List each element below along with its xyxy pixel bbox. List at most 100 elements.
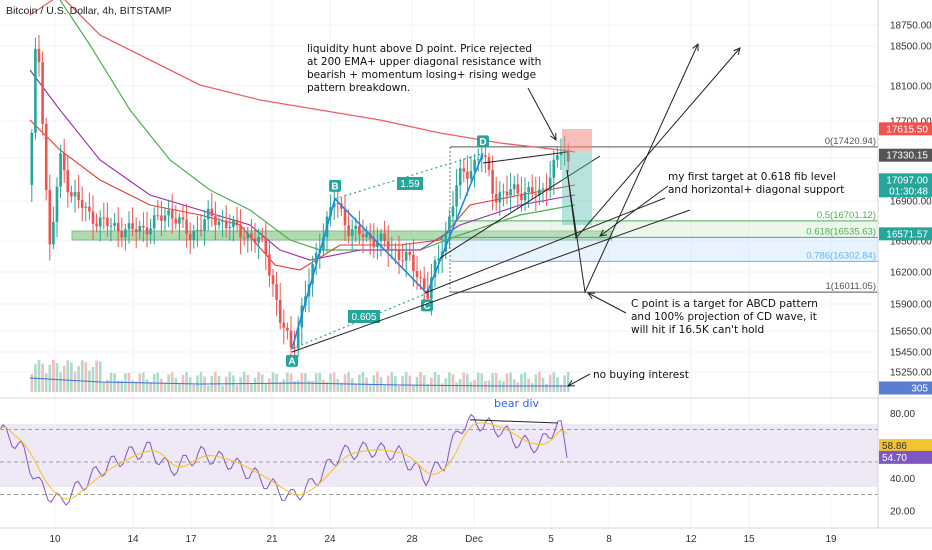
candle-body [102,217,106,219]
price-axis[interactable]: 18750.0018500.0018100.0017700.0017300.00… [879,21,932,395]
volume-bar [160,378,163,392]
volume-bar [462,372,466,392]
volume-bar [494,372,498,392]
annotations: liquidity hunt above D point. Price reje… [307,43,844,381]
candle-body [491,169,494,194]
candle-body [390,248,394,251]
volume-ma-line [29,377,570,387]
candle-body [296,327,300,349]
ema-red-line [29,119,576,271]
candle-body [379,233,383,241]
volume-bar [145,379,149,392]
volume-bar [77,366,80,392]
candle-body [91,211,95,224]
ratio-label: 0.605 [351,312,376,323]
candle-body [145,227,149,235]
candle-body [260,237,264,239]
time-tick-label: 5 [548,534,554,545]
volume-bar [394,376,397,392]
volume-bar [469,381,473,392]
candle-body [523,191,527,201]
price-tick-label: 18500.00 [890,42,932,53]
volume-bar [106,379,109,392]
candle-body [253,238,257,243]
volume-bar [282,379,286,392]
time-tick-label: Dec [465,534,483,545]
volume-bar [134,381,138,392]
ema-purple-line [29,69,576,261]
bear-div-note: bear div [494,397,540,410]
volume-bar [552,372,556,392]
chart-title: Bitcoin / U.S. Dollar, 4h, BITSTAMP [6,5,172,17]
candle-body [149,228,152,235]
candle-body [289,330,293,348]
candle-body [224,220,228,228]
liquidity-note: liquidity hunt above D point. Price reje… [307,43,532,55]
candle-body [505,191,509,196]
price-tick-label: 15900.00 [890,300,932,311]
candle-body [332,203,336,208]
volume-bar [264,383,268,392]
volume-bar [66,360,70,392]
candle-body [426,289,430,299]
candle-body [509,189,512,196]
candle-body [487,157,491,170]
fib-fill [450,220,878,238]
volume-bar [239,377,242,392]
candle-body [314,252,318,264]
price-tick-label: 15450.00 [890,348,932,359]
volume-bar [455,382,458,392]
ema-green-line [59,0,576,251]
candle-body [88,206,91,212]
candle-body [160,215,163,221]
volume-bar [214,372,217,392]
candle-body [541,188,545,190]
candle-body [196,229,199,231]
volume-bar [451,374,455,392]
candle-body [466,171,469,179]
volume-bar [390,372,394,392]
price-tag-label: 17615.50 [886,124,928,135]
candle-body [127,223,131,230]
volume-bar [174,377,178,392]
volume-bar [142,372,145,392]
volume-bar [541,377,545,392]
volume-bar [433,372,437,392]
time-tick-label: 17 [185,534,197,545]
candle-body [41,62,44,124]
price-tick-label: 16500.00 [890,237,932,248]
rsi-band [0,424,878,487]
candle-body [268,254,271,276]
candle-body [336,203,340,205]
time-axis[interactable]: 10 14 17 21 24 28 Dec 5 8 12 15 19 [49,534,837,545]
fib-level-label: 0.5(16701.12) [817,210,876,221]
candle-body [37,48,41,63]
candle-body [286,327,289,331]
price-tick-label: 16200.00 [890,268,932,279]
candle-body [138,225,142,232]
fib-level-label: 0(17420.94) [825,136,876,147]
abcd-pattern-line [291,153,484,350]
candle-body [498,192,502,203]
fib-level-label: 1(16011.05) [825,281,876,292]
volume-bar [178,383,181,392]
candle-body [462,168,466,172]
candle-body [167,210,170,216]
candle-body [77,191,80,200]
no-buying-note: no buying interest [593,369,689,381]
volume-bar [188,377,192,392]
candle-body [404,251,408,261]
volume-bar [538,372,541,392]
candle-body [469,170,473,179]
candle-body [48,189,52,245]
candle-body [365,233,368,238]
candle-body [386,241,390,251]
candle-body [34,48,37,133]
volume-bar [250,383,253,392]
volume-bar [318,372,322,392]
candle-body [124,229,127,238]
volume-bar [206,385,210,392]
volume-bar [361,372,365,392]
